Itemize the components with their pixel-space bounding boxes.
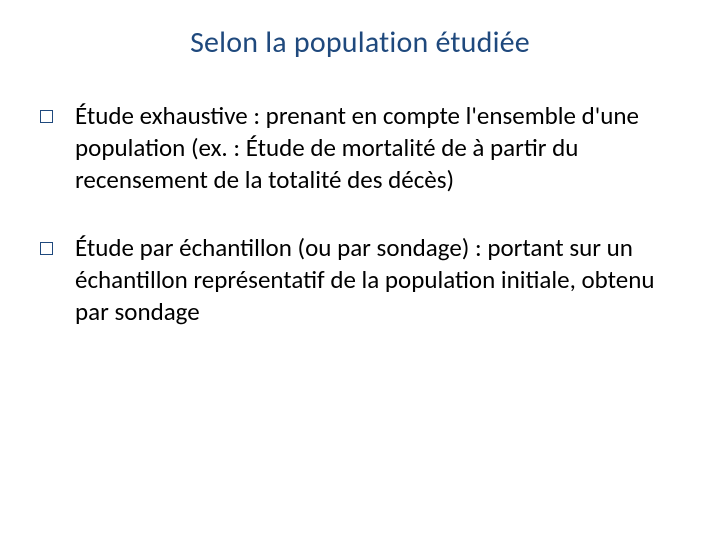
square-bullet-icon [40,110,53,123]
list-item-text: Étude exhaustive : prenant en compte l'e… [75,100,672,196]
list-item-text: Étude par échantillon (ou par sondage) :… [75,232,672,328]
list-item: Étude par échantillon (ou par sondage) :… [40,232,672,328]
square-bullet-icon [40,242,53,255]
slide: Selon la population étudiée Étude exhaus… [0,0,720,540]
slide-body: Étude exhaustive : prenant en compte l'e… [40,100,672,364]
list-item: Étude exhaustive : prenant en compte l'e… [40,100,672,196]
slide-title: Selon la population étudiée [0,24,720,61]
